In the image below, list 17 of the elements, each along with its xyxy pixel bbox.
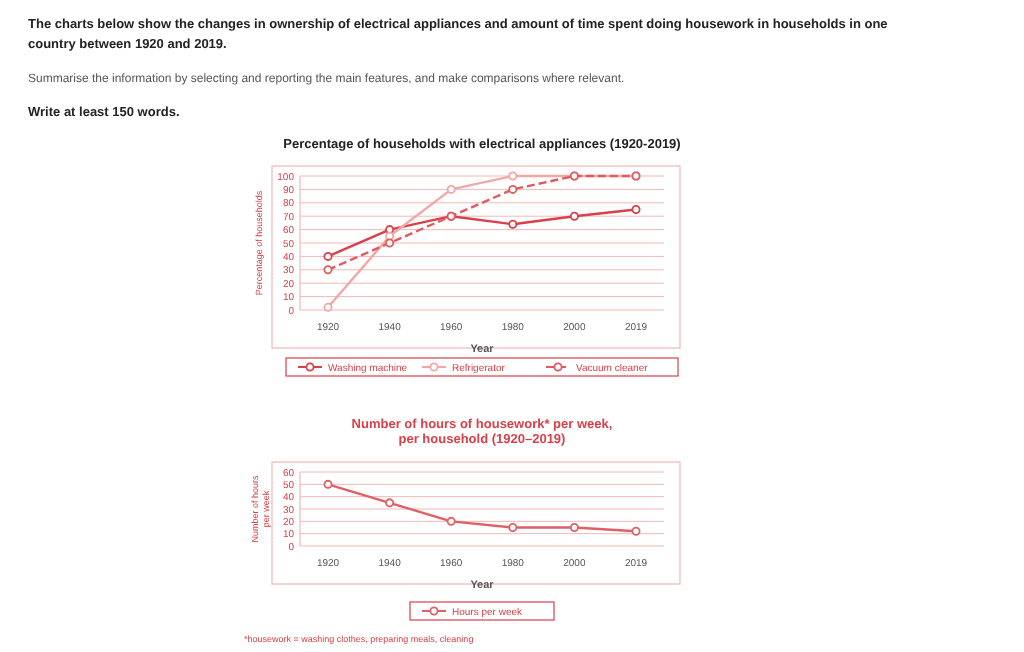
- point: [323, 251, 333, 261]
- point: [569, 523, 579, 532]
- point: [508, 184, 518, 194]
- point: [508, 171, 518, 181]
- point: [631, 205, 641, 214]
- point: [323, 479, 333, 489]
- point: [385, 231, 395, 241]
- point: [446, 516, 456, 526]
- point: [385, 498, 395, 508]
- point: [508, 523, 518, 532]
- point: [569, 211, 579, 221]
- point: [508, 219, 518, 229]
- point: [323, 302, 333, 312]
- point: [323, 265, 333, 275]
- point: [446, 184, 456, 194]
- point: [385, 238, 395, 248]
- point: [631, 526, 641, 536]
